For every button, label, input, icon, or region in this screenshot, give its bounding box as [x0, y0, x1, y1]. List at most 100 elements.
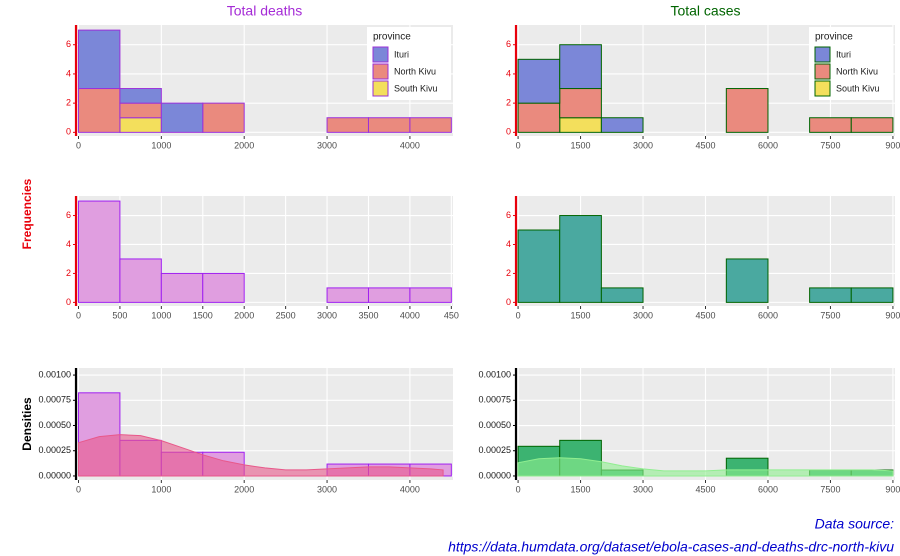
y-tick-label: 4: [506, 239, 511, 249]
x-tick-label: 2000: [234, 310, 254, 320]
bar: [600, 287, 644, 303]
x-tick-label: 2000: [234, 484, 254, 494]
x-tick-label: 4500: [695, 140, 715, 150]
y-tick-label: 2: [66, 268, 71, 278]
source-url: https://data.humdata.org/dataset/ebola-c…: [448, 539, 894, 555]
y-tick-label: 0.00025: [478, 445, 511, 455]
x-tick-label: 1500: [571, 310, 591, 320]
x-tick-label: 3000: [633, 310, 653, 320]
x-tick-label: 4500: [695, 484, 715, 494]
bar: [850, 287, 894, 303]
bar: [160, 102, 204, 133]
bar: [850, 117, 894, 133]
y-tick-label: 0.00050: [478, 420, 511, 430]
y-tick-label: 2: [506, 268, 511, 278]
source-label: Data source:: [815, 516, 894, 532]
bar: [600, 117, 644, 133]
y-tick-label: 0.00000: [478, 470, 511, 480]
x-tick-label: 1500: [571, 140, 591, 150]
x-tick-label: 6000: [758, 140, 778, 150]
x-tick-label: 900: [885, 484, 900, 494]
legend-label: Ituri: [394, 49, 409, 59]
bar: [119, 88, 162, 104]
y-tick-label: 4: [506, 68, 511, 78]
y-tick-label: 0: [66, 127, 71, 137]
x-tick-label: 0: [516, 484, 521, 494]
y-tick-label: 2: [66, 98, 71, 108]
x-tick-label: 3000: [317, 310, 337, 320]
x-tick-label: 3000: [317, 484, 337, 494]
legend-key: [372, 80, 389, 97]
bar: [809, 117, 852, 133]
legend-title: province: [373, 32, 411, 43]
legend-key: [814, 80, 831, 97]
bar: [559, 88, 602, 119]
x-tick-label: 0: [516, 140, 521, 150]
y-tick-label: 2: [506, 98, 511, 108]
bar: [202, 102, 245, 133]
bar: [559, 215, 602, 303]
x-tick-label: 3000: [633, 140, 653, 150]
row-label: Densities: [20, 397, 34, 451]
x-tick-label: 4000: [400, 484, 420, 494]
y-tick-label: 0.00100: [38, 369, 71, 379]
x-tick-label: 1500: [193, 310, 213, 320]
y-tick-label: 0.00075: [38, 395, 71, 405]
x-tick-label: 3000: [317, 140, 337, 150]
y-tick-label: 4: [66, 239, 71, 249]
legend-key: [814, 46, 831, 63]
y-tick-label: 0: [66, 297, 71, 307]
density-area: [517, 457, 894, 477]
bar: [517, 102, 561, 133]
legend-label: North Kivu: [394, 66, 436, 76]
y-tick-label: 0.00050: [38, 420, 71, 430]
y-tick-label: 6: [506, 39, 511, 49]
bar: [409, 287, 452, 303]
y-tick-label: 0.00025: [38, 445, 71, 455]
x-tick-label: 0: [516, 310, 521, 320]
x-tick-label: 1000: [151, 484, 171, 494]
legend-key: [814, 63, 831, 80]
bar: [202, 272, 245, 303]
x-tick-label: 4000: [400, 310, 420, 320]
density-area: [78, 434, 444, 477]
legend-label: South Kivu: [394, 83, 438, 93]
bar: [119, 117, 162, 133]
bar: [409, 117, 452, 133]
x-tick-label: 6000: [758, 310, 778, 320]
x-tick-label: 900: [885, 140, 900, 150]
y-tick-label: 0: [506, 297, 511, 307]
bar: [559, 117, 602, 133]
bar: [77, 200, 121, 303]
bar: [725, 258, 769, 303]
bar: [119, 258, 162, 303]
bar: [517, 58, 561, 104]
legend-label: South Kivu: [836, 83, 880, 93]
legend-key: [372, 46, 389, 63]
x-tick-label: 2000: [234, 140, 254, 150]
y-tick-label: 0.00000: [38, 470, 71, 480]
y-tick-label: 6: [66, 210, 71, 220]
x-tick-label: 3000: [633, 484, 653, 494]
x-tick-label: 4500: [695, 310, 715, 320]
panel-title: Total deaths: [227, 3, 303, 19]
x-tick-label: 4000: [400, 140, 420, 150]
legend-title: province: [815, 32, 853, 43]
bar: [77, 88, 121, 133]
x-tick-label: 900: [885, 310, 900, 320]
x-tick-label: 7500: [820, 310, 840, 320]
y-tick-label: 6: [66, 39, 71, 49]
legend-label: Ituri: [836, 49, 851, 59]
bar: [160, 272, 204, 303]
y-tick-label: 0.00075: [478, 395, 511, 405]
x-tick-label: 1500: [571, 484, 591, 494]
bar: [809, 287, 852, 303]
panel-title: Total cases: [670, 3, 740, 19]
x-tick-label: 2500: [276, 310, 296, 320]
bar: [725, 88, 769, 133]
y-tick-label: 0: [506, 127, 511, 137]
row-label: Frequencies: [20, 178, 34, 249]
y-tick-label: 6: [506, 210, 511, 220]
bar: [326, 117, 369, 133]
